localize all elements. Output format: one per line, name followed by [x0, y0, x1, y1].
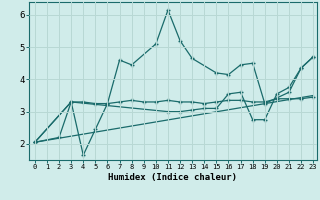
X-axis label: Humidex (Indice chaleur): Humidex (Indice chaleur)	[108, 173, 237, 182]
